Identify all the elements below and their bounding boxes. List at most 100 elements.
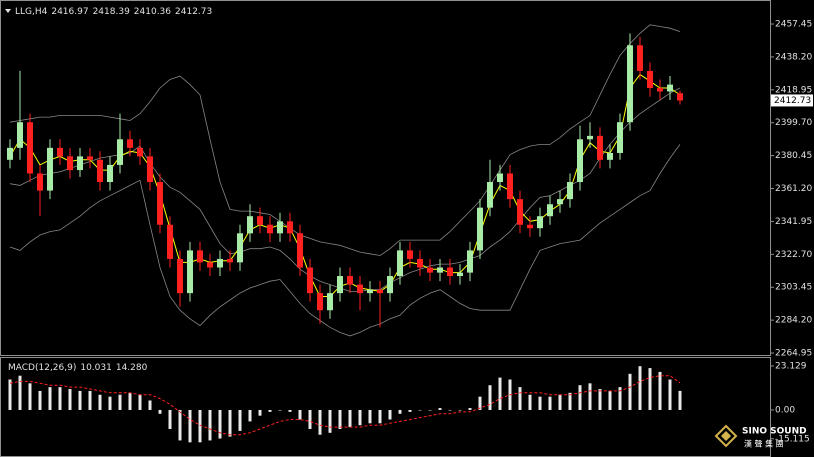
macd-bar	[588, 383, 592, 410]
y-tick-label: 2284.20	[775, 316, 812, 326]
candle-body	[197, 250, 203, 263]
candle-body	[407, 250, 413, 259]
macd-bar	[238, 409, 242, 431]
candle-body	[307, 267, 313, 294]
close-value: 2412.73	[175, 7, 212, 17]
candle-body	[527, 224, 533, 229]
candle-body	[17, 122, 23, 148]
y-tick-label: 2303.45	[775, 283, 812, 293]
macd-bar	[38, 390, 42, 410]
macd-bar	[438, 408, 442, 410]
candle-body	[47, 147, 53, 191]
candle-body	[517, 199, 523, 225]
macd-bar	[558, 394, 562, 410]
price-frame	[0, 0, 771, 356]
macd-bar	[258, 409, 262, 416]
signal-value: 14.280	[116, 363, 148, 373]
y-tick-label: 0.00	[775, 405, 795, 415]
macd-bar	[448, 409, 452, 411]
macd-bar	[218, 409, 222, 439]
candle-body	[477, 207, 483, 251]
y-tick-label: -15.115	[775, 434, 810, 444]
logo-subtitle: 漢 聲 集 團	[744, 439, 784, 449]
macd-bar	[68, 389, 72, 410]
macd-bar	[268, 409, 272, 412]
candle-body	[267, 224, 273, 234]
macd-bar	[498, 377, 502, 410]
macd-title: MACD(12,26,9)	[8, 363, 76, 373]
signal-line	[9, 375, 681, 436]
macd-bar	[548, 396, 552, 410]
macd-bar	[658, 371, 662, 410]
symbol-header: LLG,H4 2416.97 2418.39 2410.36 2412.73	[15, 7, 212, 17]
macd-bar	[208, 409, 212, 441]
candle-body	[547, 204, 553, 217]
macd-bar	[348, 409, 352, 428]
macd-bar	[528, 394, 532, 410]
macd-bar	[598, 389, 602, 410]
macd-bar	[48, 387, 52, 410]
macd-bar	[78, 390, 82, 410]
macd-bar	[678, 390, 682, 410]
candle-body	[357, 284, 363, 294]
candle-body	[567, 182, 573, 200]
candle-body	[627, 45, 633, 123]
candle-body	[87, 156, 93, 160]
candle-body	[247, 216, 253, 234]
candle-body	[497, 173, 503, 183]
macd-bar	[618, 387, 622, 410]
y-tick-label: 2341.95	[775, 217, 812, 227]
macd-bar	[668, 379, 672, 410]
macd-bar	[98, 394, 102, 410]
candle-body	[177, 258, 183, 294]
y-tick-label: 2380.45	[775, 151, 812, 161]
y-tick-label: 23.129	[775, 361, 807, 371]
macd-bar	[288, 409, 292, 412]
candle-body	[297, 233, 303, 268]
macd-bar	[518, 387, 522, 410]
symbol: LLG,H4	[15, 7, 48, 17]
macd-bar	[298, 409, 302, 420]
macd-bar	[108, 396, 112, 410]
candle-body	[367, 289, 373, 294]
candle-body	[7, 147, 13, 160]
open-value: 2416.97	[51, 7, 88, 17]
macd-bar	[478, 396, 482, 410]
candle-body	[57, 147, 63, 157]
candle-body	[417, 258, 423, 268]
macd-bar	[28, 383, 32, 410]
watermark: SINO SOUND 漢 聲 集 團	[714, 424, 807, 449]
candle-body	[257, 216, 263, 225]
y-tick-label: 2438.20	[775, 52, 812, 62]
candle-body	[67, 156, 73, 171]
candle-body	[557, 199, 563, 205]
macd-bar	[358, 409, 362, 426]
price-label-box	[771, 94, 813, 107]
candle-body	[487, 182, 493, 208]
macd-bar	[468, 408, 472, 410]
macd-bar	[488, 385, 492, 410]
candle-body	[147, 156, 153, 183]
macd-bar	[178, 409, 182, 441]
candle-body	[397, 250, 403, 277]
macd-bar	[18, 375, 22, 410]
macd-value: 10.031	[80, 363, 112, 373]
candle-body	[317, 293, 323, 311]
macd-bar	[458, 409, 462, 411]
candle-body	[227, 258, 233, 263]
macd-bar	[568, 392, 572, 410]
candle-body	[187, 250, 193, 294]
logo-icon	[714, 424, 738, 448]
candle-body	[617, 122, 623, 153]
candle-body	[597, 135, 603, 160]
macd-bar	[58, 387, 62, 410]
candle-body	[117, 139, 123, 165]
candle-body	[457, 272, 463, 277]
macd-bar	[88, 390, 92, 410]
y-tick-label: 2457.45	[775, 20, 812, 30]
candle-body	[437, 267, 443, 273]
macd-bar	[128, 392, 132, 410]
macd-bar	[328, 409, 332, 433]
candle-body	[127, 139, 133, 148]
